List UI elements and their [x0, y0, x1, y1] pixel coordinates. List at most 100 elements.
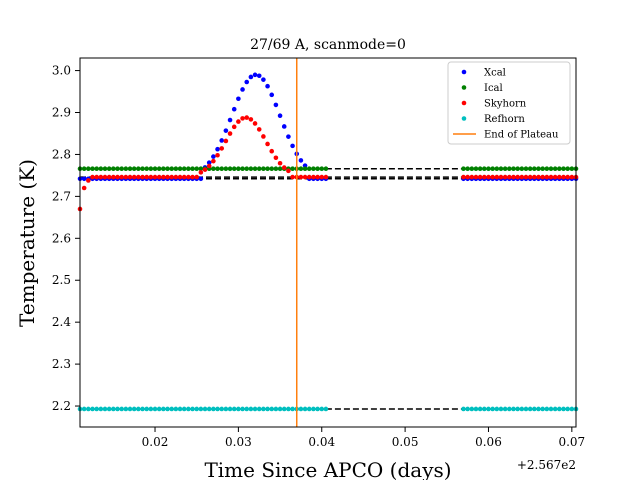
legend-marker-xcal — [461, 69, 467, 75]
data-point-ical-26 — [186, 166, 191, 171]
data-point-skyhorn-34 — [219, 146, 225, 151]
data-point-refhorn-3 — [90, 406, 95, 412]
data-point-skyhorn-47 — [273, 155, 279, 161]
data-point-refhorn-45 — [265, 406, 270, 412]
data-point-skyhorn-73 — [515, 174, 520, 180]
y-tick-label-0: 2.2 — [52, 399, 71, 413]
data-point-refhorn-15 — [140, 406, 145, 412]
data-point-refhorn-86 — [569, 406, 575, 412]
data-point-ical-12 — [127, 166, 133, 171]
data-point-skyhorn-56 — [311, 174, 316, 180]
data-point-skyhorn-68 — [494, 174, 500, 180]
data-point-refhorn-25 — [181, 406, 187, 412]
data-point-ical-2 — [86, 166, 91, 171]
data-point-skyhorn-63 — [473, 174, 479, 180]
data-point-refhorn-46 — [269, 406, 275, 412]
data-point-ical-11 — [123, 166, 129, 171]
data-point-refhorn-48 — [277, 406, 283, 412]
data-point-refhorn-75 — [523, 406, 529, 412]
data-point-skyhorn-18 — [152, 174, 158, 180]
data-point-ical-13 — [131, 166, 137, 171]
data-point-skyhorn-45 — [265, 141, 270, 147]
data-point-ical-67 — [490, 166, 495, 171]
data-point-xcal-35 — [223, 128, 229, 133]
data-point-ical-8 — [111, 166, 116, 171]
data-point-refhorn-9 — [115, 406, 120, 412]
data-point-skyhorn-54 — [302, 174, 308, 180]
data-point-refhorn-12 — [127, 406, 133, 412]
data-point-refhorn-56 — [311, 406, 316, 412]
data-point-ical-53 — [298, 166, 304, 171]
data-point-refhorn-18 — [152, 406, 158, 412]
data-point-skyhorn-78 — [536, 174, 541, 180]
data-point-skyhorn-5 — [98, 174, 104, 180]
data-point-skyhorn-83 — [557, 174, 562, 180]
data-point-refhorn-27 — [190, 406, 195, 412]
x-tick-label-5: 0.07 — [558, 435, 585, 449]
data-point-refhorn-14 — [136, 406, 141, 412]
y-tick-label-1: 2.3 — [52, 357, 71, 371]
data-point-refhorn-65 — [482, 406, 487, 412]
data-point-ical-71 — [507, 166, 512, 171]
data-point-refhorn-67 — [490, 406, 495, 412]
data-point-refhorn-58 — [319, 406, 325, 412]
data-point-refhorn-68 — [494, 406, 500, 412]
data-point-skyhorn-46 — [269, 148, 275, 154]
data-point-ical-44 — [261, 166, 266, 171]
data-point-ical-64 — [477, 166, 483, 171]
data-point-ical-21 — [165, 166, 170, 171]
data-point-refhorn-76 — [527, 406, 533, 412]
data-point-ical-72 — [511, 166, 516, 171]
data-point-skyhorn-10 — [119, 174, 124, 180]
data-point-refhorn-61 — [465, 406, 470, 412]
data-point-ical-80 — [544, 166, 550, 171]
data-point-ical-4 — [94, 166, 99, 171]
data-point-ical-85 — [565, 166, 570, 171]
data-point-skyhorn-50 — [286, 168, 291, 174]
data-point-skyhorn-80 — [544, 174, 550, 180]
legend-label-refhorn: Refhorn — [484, 114, 525, 125]
data-point-skyhorn-23 — [173, 174, 179, 180]
data-point-ical-56 — [311, 166, 316, 171]
data-point-ical-79 — [540, 166, 545, 171]
data-point-skyhorn-19 — [156, 174, 162, 180]
data-point-ical-43 — [256, 166, 262, 171]
data-point-xcal-47 — [273, 102, 279, 108]
data-point-ical-65 — [482, 166, 487, 171]
data-point-ical-5 — [98, 166, 104, 171]
data-point-skyhorn-7 — [106, 174, 112, 180]
data-point-ical-14 — [136, 166, 141, 171]
data-point-ical-27 — [190, 166, 195, 171]
data-point-ical-68 — [494, 166, 500, 171]
data-point-refhorn-66 — [486, 406, 491, 412]
data-point-ical-60 — [461, 166, 466, 171]
data-point-refhorn-32 — [211, 406, 216, 412]
x-tick-label-4: 0.06 — [475, 435, 502, 449]
data-point-refhorn-44 — [261, 406, 266, 412]
data-point-xcal-31 — [206, 160, 212, 165]
data-point-ical-37 — [231, 166, 237, 171]
data-point-refhorn-54 — [302, 406, 308, 412]
data-point-xcal-43 — [256, 73, 262, 79]
data-point-ical-83 — [557, 166, 562, 171]
data-point-skyhorn-77 — [532, 174, 537, 180]
data-point-ical-7 — [106, 166, 112, 171]
data-point-skyhorn-61 — [465, 174, 470, 180]
data-point-xcal-32 — [211, 154, 216, 159]
data-point-refhorn-62 — [469, 406, 475, 412]
data-point-xcal-46 — [269, 92, 275, 98]
data-point-refhorn-38 — [236, 406, 241, 412]
data-point-xcal-41 — [248, 74, 254, 80]
data-point-skyhorn-86 — [569, 174, 575, 180]
data-point-refhorn-57 — [315, 406, 320, 412]
data-point-refhorn-74 — [519, 406, 525, 412]
data-point-ical-57 — [315, 166, 320, 171]
data-point-ical-18 — [152, 166, 158, 171]
data-point-skyhorn-24 — [177, 174, 183, 180]
data-point-skyhorn-38 — [236, 119, 241, 124]
data-point-refhorn-51 — [290, 406, 295, 412]
data-point-ical-39 — [240, 166, 245, 171]
data-point-ical-84 — [561, 166, 566, 171]
data-point-refhorn-21 — [165, 406, 170, 412]
legend-marker-skyhorn — [461, 100, 467, 106]
